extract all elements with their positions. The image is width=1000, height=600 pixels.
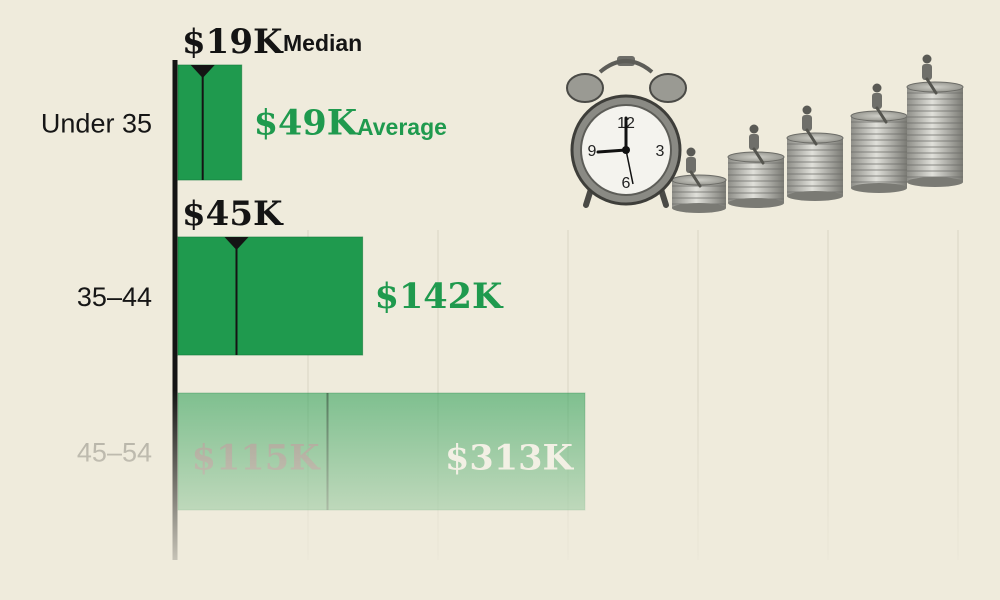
category-label-0: Under 35 bbox=[41, 109, 152, 139]
coin-bottom-3 bbox=[851, 183, 907, 193]
median-marker-1 bbox=[224, 237, 249, 250]
coin-stack-4 bbox=[907, 87, 963, 182]
figurine-body-2 bbox=[802, 115, 812, 131]
alarm-clock-icon: 12 3 6 9 bbox=[566, 56, 687, 208]
coin-bottom-4 bbox=[907, 177, 963, 187]
coin-stack-2 bbox=[787, 138, 843, 196]
figurine-head-1 bbox=[749, 124, 759, 134]
average-label-0: $49K bbox=[254, 103, 359, 144]
figurine-leg-0 bbox=[689, 170, 702, 188]
bar-average-1 bbox=[178, 237, 363, 355]
average-legend-word: Average bbox=[357, 114, 447, 140]
median-legend-word: Median bbox=[283, 30, 362, 56]
clock-number-9: 9 bbox=[588, 143, 597, 160]
average-label-1: $142K bbox=[375, 276, 504, 317]
bar-outline-1 bbox=[177, 236, 364, 356]
clock-number-6: 6 bbox=[622, 175, 631, 192]
coin-bottom-1 bbox=[728, 198, 784, 208]
median-label-1: $45K bbox=[182, 194, 284, 234]
bottom-fade-overlay bbox=[0, 390, 1000, 600]
median-marker-0 bbox=[190, 65, 215, 78]
coin-stack-1 bbox=[728, 157, 784, 203]
figurine-leg-4 bbox=[925, 77, 938, 95]
coin-stacks bbox=[671, 54, 964, 213]
figurine-body-1 bbox=[749, 134, 759, 150]
figurine-head-2 bbox=[802, 105, 812, 115]
figurine-leg-2 bbox=[805, 128, 818, 146]
figurine-body-3 bbox=[872, 93, 882, 109]
figurine-body-4 bbox=[922, 64, 932, 80]
figurine-leg-3 bbox=[875, 106, 888, 124]
coin-bottom-2 bbox=[787, 191, 843, 201]
median-label-0: $19K bbox=[182, 22, 284, 62]
alarm-clock-and-coin-stacks-illustration: 12 3 6 9 bbox=[566, 54, 964, 213]
figurine-leg-1 bbox=[752, 147, 765, 165]
figurine-head-0 bbox=[686, 147, 696, 157]
category-label-1: 35–44 bbox=[77, 282, 152, 312]
bar-average-0 bbox=[178, 65, 242, 180]
figurine-head-3 bbox=[872, 83, 882, 93]
clock-number-3: 3 bbox=[656, 143, 665, 160]
figurine-body-0 bbox=[686, 157, 696, 173]
coin-bottom-0 bbox=[672, 203, 726, 213]
figurine-head-4 bbox=[922, 54, 932, 64]
